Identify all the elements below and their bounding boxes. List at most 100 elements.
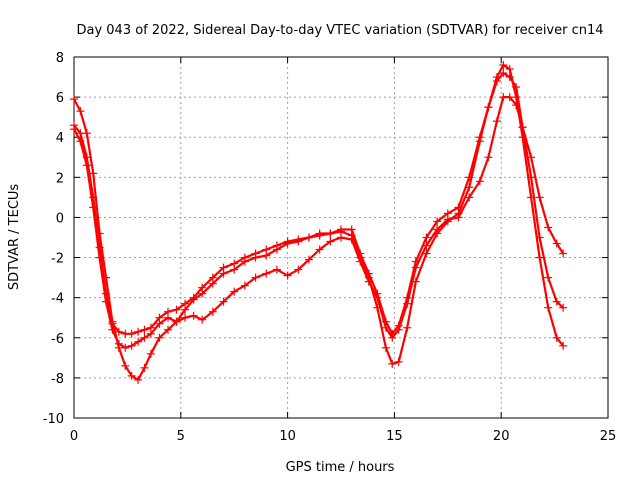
data-point [484,103,493,112]
data-point [559,303,568,312]
x-tick-label: 0 [70,429,78,444]
data-point [512,83,521,92]
data-point [140,333,149,342]
data-point [82,161,91,170]
data-point [559,249,568,258]
y-tick-label: 2 [56,171,64,186]
data-point [155,333,164,342]
y-tick-label: 8 [56,51,64,66]
data-point [326,229,335,238]
x-tick-label: 10 [279,429,296,444]
data-point [373,293,382,302]
data-point [294,265,303,274]
data-point [70,95,78,104]
data-point [394,357,403,366]
data-point [163,325,172,334]
data-point [454,213,463,222]
data-point [535,193,544,202]
data-point [114,327,123,336]
data-point [552,333,561,342]
data-point [181,313,190,322]
data-point [140,363,149,372]
data-point [559,341,568,350]
data-point [347,235,356,244]
data-point [240,281,249,290]
x-tick-label: 5 [177,429,185,444]
y-tick-label: 0 [56,211,64,226]
data-point [76,137,85,146]
data-point [433,225,442,234]
y-tick-label: -8 [51,372,64,387]
data-point [422,241,431,250]
data-point [411,263,420,272]
data-point [552,239,561,248]
data-point [181,299,190,308]
data-point [304,255,313,264]
data-point [189,293,198,302]
y-tick-label: -10 [43,412,64,427]
series-group [70,61,568,384]
data-point [95,253,104,262]
data-point [121,361,130,370]
series-line [73,71,564,335]
data-point [230,259,239,268]
data-point [262,245,271,254]
data-point [76,129,85,138]
data-point [198,283,207,292]
data-point [505,93,514,102]
data-point [140,325,149,334]
data-point [108,325,117,334]
data-point [492,117,501,126]
data-point [230,287,239,296]
data-point [134,327,143,336]
data-point [172,305,181,314]
data-point [134,375,143,384]
data-point [364,277,373,286]
y-tick-label: -2 [51,252,64,267]
data-point [294,235,303,244]
data-point [454,203,463,212]
data-point [155,319,164,328]
data-point [347,225,356,234]
data-point [527,153,536,162]
data-point [70,125,78,134]
data-point [127,329,136,338]
data-point [121,343,130,352]
data-point [475,177,484,186]
y-tick-label: 6 [56,91,64,106]
data-point [89,193,98,202]
data-point [403,299,412,308]
data-point [189,311,198,320]
data-point [251,249,260,258]
data-point [272,241,281,250]
data-point [163,313,172,322]
axis-ticks: 0 5 10 15 20 25 -10 -8 -6 -4 -2 0 2 4 6 8 [43,51,617,444]
data-point [315,231,324,240]
data-point [102,297,111,306]
data-point [499,69,508,78]
data-point [492,77,501,86]
data-point [326,237,335,246]
data-point [465,173,474,182]
data-point [403,323,412,332]
plot-frame [73,56,609,419]
data-point [505,73,514,82]
data-point [114,339,123,348]
data-point [337,225,345,234]
data-point [475,133,484,142]
data-point [388,359,397,368]
chart-title: Day 043 of 2022, Sidereal Day-to-day VTE… [76,23,603,38]
y-tick-label: 4 [56,131,64,146]
x-tick-label: 20 [493,429,510,444]
data-point [527,173,536,182]
data-point [433,217,442,226]
data-point [388,333,397,342]
data-point [544,223,553,232]
data-point [240,253,249,262]
data-point [315,245,324,254]
data-point [219,263,228,272]
x-tick-label: 25 [600,429,617,444]
data-point [146,349,155,358]
